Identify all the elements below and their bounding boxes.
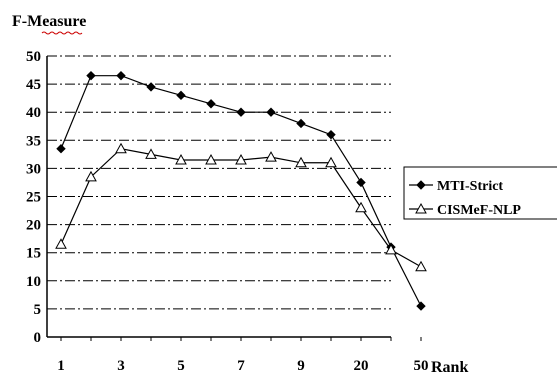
data-point-triangle: [295, 156, 307, 168]
x-tick-label: 3: [117, 358, 125, 374]
y-tick-label: 10: [26, 274, 41, 290]
data-point-triangle: [385, 243, 397, 255]
data-point-triangle: [55, 238, 67, 249]
y-tick-label: 5: [34, 302, 42, 318]
x-tick-label: 5: [177, 358, 185, 374]
y-tick-label: 50: [26, 49, 41, 65]
legend: MTI-Strict CISMeF-NLP: [403, 166, 557, 220]
y-tick-label: 20: [26, 218, 41, 234]
data-point-diamond: [146, 82, 156, 92]
y-tick-label: 35: [26, 133, 41, 149]
data-point-triangle: [415, 260, 427, 272]
data-point-diamond: [296, 118, 306, 129]
data-point-triangle: [325, 156, 337, 168]
legend-box: [403, 166, 557, 220]
data-point-triangle: [115, 142, 127, 154]
y-axis-label-squiggle: [41, 31, 83, 35]
series-mti-strict: [56, 70, 426, 311]
data-point-diamond: [56, 144, 66, 154]
y-tick-label: 25: [26, 190, 41, 206]
data-point-triangle: [415, 202, 427, 214]
series-cismef-nlp: [55, 142, 427, 272]
legend-label: CISMeF-NLP: [437, 203, 521, 218]
x-tick-label: 9: [297, 358, 305, 374]
data-point-triangle: [85, 170, 97, 182]
data-point-diamond: [116, 70, 126, 81]
data-point-triangle: [265, 151, 277, 162]
data-point-triangle: [145, 148, 157, 159]
y-tick-label: 45: [26, 77, 41, 93]
data-point-diamond: [266, 107, 276, 117]
data-point-diamond: [176, 90, 186, 101]
y-tick-label: 40: [26, 105, 41, 121]
x-tick-label: 7: [237, 358, 245, 374]
data-point-triangle: [235, 153, 247, 165]
data-point-diamond: [356, 177, 366, 188]
data-point-diamond: [86, 70, 96, 81]
data-point-diamond: [416, 180, 426, 190]
x-tick-label: 50: [414, 358, 429, 374]
y-tick-label: 0: [34, 330, 42, 346]
x-axis-label: Rank: [431, 359, 468, 374]
series-line-cismef-nlp: [60, 148, 422, 268]
legend-label: MTI-Strict: [437, 179, 503, 194]
data-point-diamond: [326, 129, 336, 140]
data-point-triangle: [175, 153, 187, 165]
x-tick-label: 20: [354, 358, 369, 374]
y-tick-label: 30: [26, 161, 41, 177]
y-axis-label: F-Measure: [12, 13, 86, 30]
data-point-diamond: [236, 107, 246, 117]
data-point-triangle: [355, 201, 367, 213]
data-point-diamond: [416, 301, 426, 311]
x-tick-label: 1: [57, 358, 65, 374]
y-tick-label: 15: [26, 246, 41, 262]
data-point-triangle: [205, 153, 217, 165]
data-point-diamond: [206, 99, 216, 109]
